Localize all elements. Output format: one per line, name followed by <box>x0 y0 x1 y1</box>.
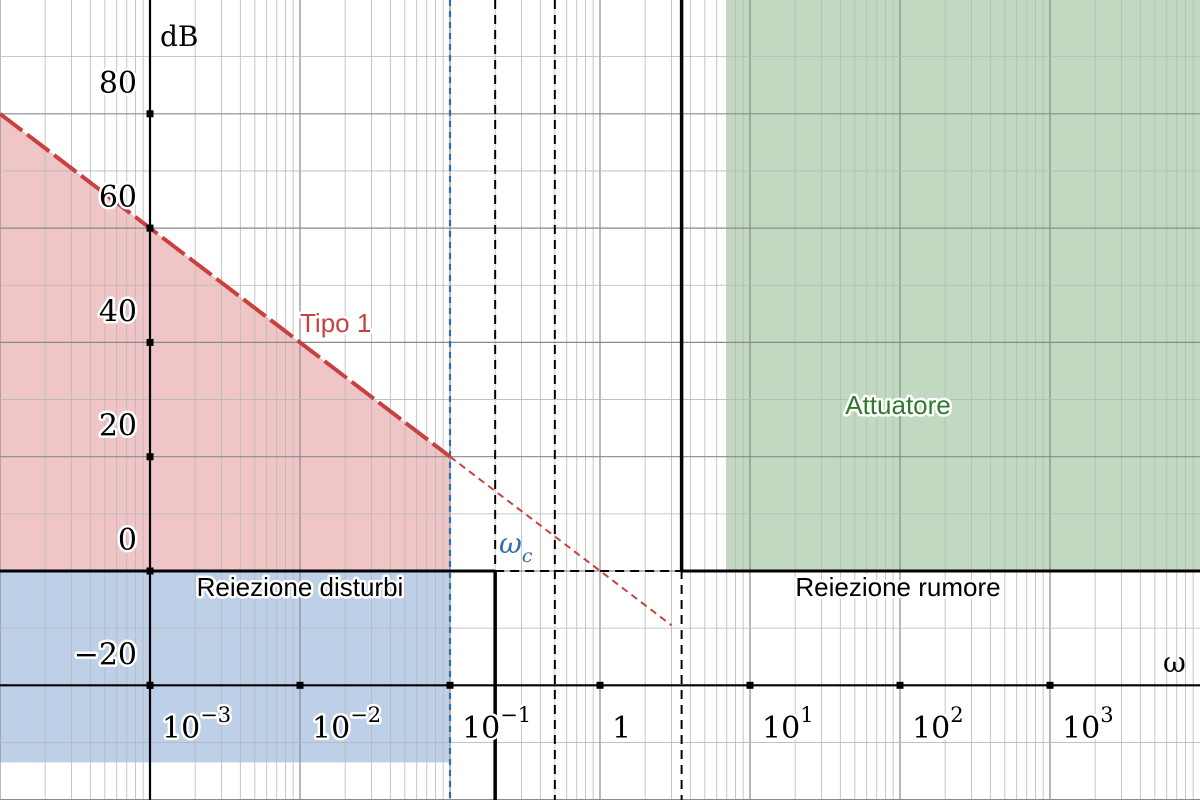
y-tick-label-0: −20 <box>74 637 137 672</box>
x-tick-mark <box>896 681 904 689</box>
x-tick-exponent: 3 <box>1100 703 1113 727</box>
y-tick-label-4: 60 <box>99 180 137 215</box>
y-tick-mark <box>146 338 154 346</box>
crossover-label: ωc <box>499 527 533 567</box>
y-tick-mark <box>146 110 154 118</box>
y-tick-mark <box>146 224 154 232</box>
x-tick-mark <box>1046 681 1054 689</box>
x-tick-base: 10 <box>312 711 350 746</box>
x-tick-base: 10 <box>912 711 950 746</box>
y-tick-label-5: 80 <box>99 66 137 101</box>
x-tick-exponent: −1 <box>500 703 531 727</box>
x-tick-exponent: −2 <box>350 703 381 727</box>
x-tick-mark <box>746 681 754 689</box>
x-tick-label-6: 103 <box>1062 703 1114 746</box>
x-axis-label: ω <box>1163 646 1186 679</box>
x-tick-mark <box>296 681 304 689</box>
x-tick-base: 10 <box>462 711 500 746</box>
x-tick-exponent: 1 <box>800 703 813 727</box>
x-tick-label-0: 10−3 <box>162 703 231 746</box>
x-tick-base: 1 <box>612 711 631 746</box>
x-tick-label-5: 102 <box>912 703 964 746</box>
y-tick-mark <box>146 453 154 461</box>
x-tick-base: 10 <box>1062 711 1100 746</box>
region-label-disturbi: Reiezione disturbi <box>197 572 404 602</box>
x-tick-mark <box>446 681 454 689</box>
x-tick-base: 10 <box>762 711 800 746</box>
x-tick-base: 10 <box>162 711 200 746</box>
x-tick-exponent: 2 <box>950 703 963 727</box>
region-label-rumore: Reiezione rumore <box>795 572 1000 602</box>
labels: dB ω Tipo 1 Attuatore Reiezione disturbi… <box>71 20 1186 749</box>
region-reiezione-disturbi <box>0 571 450 763</box>
x-tick-label-2: 10−1 <box>462 703 531 746</box>
x-tick-label-3: 1 <box>612 711 631 746</box>
series-tipo1-extension <box>449 455 673 627</box>
x-tick-label-4: 101 <box>762 703 814 746</box>
series-label-tipo1: Tipo 1 <box>300 308 371 338</box>
y-tick-mark <box>146 681 154 689</box>
series-tipo1-bound <box>0 112 452 459</box>
y-tick-label-1: 0 <box>118 523 137 558</box>
x-tick-label-1: 10−2 <box>312 703 381 746</box>
y-tick-label-3: 40 <box>99 294 137 329</box>
y-tick-mark <box>146 567 154 575</box>
x-tick-exponent: −3 <box>200 703 231 727</box>
x-tick-mark <box>596 681 604 689</box>
y-tick-label-2: 20 <box>99 409 137 444</box>
region-label-attuatore: Attuatore <box>845 390 951 420</box>
y-axis-label: dB <box>160 20 199 53</box>
